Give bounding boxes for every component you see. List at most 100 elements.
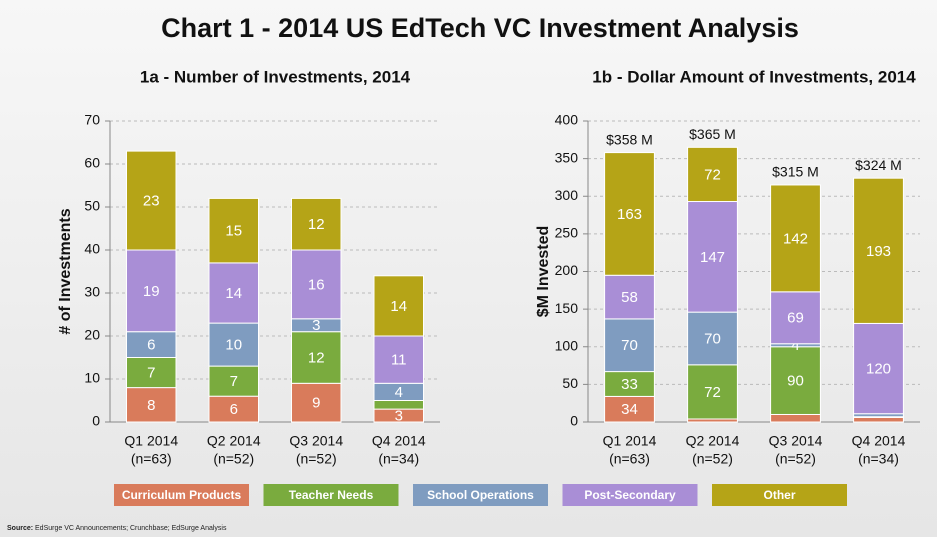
data-label: 4 xyxy=(395,384,403,401)
data-label: 163 xyxy=(617,206,642,223)
y-tick-label: 300 xyxy=(555,187,579,203)
y-axis-label: $M Invested xyxy=(535,226,552,318)
bar-segment xyxy=(126,387,177,423)
legend-swatch xyxy=(413,484,548,506)
source: Source: EdSurge VC Announcements; Crunch… xyxy=(7,525,227,532)
source-label: Source: xyxy=(7,525,33,532)
y-tick-label: 10 xyxy=(84,370,100,386)
legend-label: Curriculum Products xyxy=(122,488,242,502)
x-tick-note: (n=52) xyxy=(213,451,254,467)
x-tick-note: (n=52) xyxy=(775,451,816,467)
data-label: 12 xyxy=(308,216,325,233)
legend-label: Teacher Needs xyxy=(289,488,374,502)
bar-segment xyxy=(291,331,342,384)
data-label: 7 xyxy=(147,365,155,382)
y-tick-label: 70 xyxy=(84,112,100,128)
y-tick-label: 200 xyxy=(555,262,579,278)
data-label: 72 xyxy=(704,166,721,183)
x-tick-label: Q2 2014 xyxy=(207,433,261,449)
bar-segment xyxy=(604,371,655,397)
bar-segment xyxy=(604,274,655,320)
y-tick-label: 50 xyxy=(84,198,100,214)
bar-segment xyxy=(208,197,259,264)
total-label: $315 M xyxy=(772,164,819,180)
x-tick-note: (n=63) xyxy=(131,451,172,467)
data-label: 70 xyxy=(704,330,721,347)
bar-segment xyxy=(770,346,821,415)
y-tick-label: 0 xyxy=(570,413,578,429)
y-tick-label: 350 xyxy=(555,149,579,165)
chart-title: 1b - Dollar Amount of Investments, 2014 xyxy=(592,67,916,86)
y-tick-label: 250 xyxy=(555,225,579,241)
y-tick-label: 40 xyxy=(84,241,100,257)
legend-swatch xyxy=(263,484,399,506)
data-label: 11 xyxy=(391,352,407,369)
legend-swatch xyxy=(712,484,847,506)
data-label: 6 xyxy=(147,337,155,354)
data-label: 8 xyxy=(147,397,155,414)
bar-segment xyxy=(126,249,177,333)
y-tick-label: 150 xyxy=(555,300,579,316)
data-label: 23 xyxy=(143,193,160,210)
chart-title: 1a - Number of Investments, 2014 xyxy=(140,67,411,86)
bar-segment xyxy=(291,382,342,423)
total-label: $358 M xyxy=(606,131,653,147)
x-tick-label: Q4 2014 xyxy=(372,433,426,449)
y-tick-label: 400 xyxy=(555,112,579,128)
data-label: 58 xyxy=(621,289,638,306)
bar-segment xyxy=(126,150,177,251)
bar-segment xyxy=(687,201,738,313)
bar-segment xyxy=(770,413,821,423)
data-label: 90 xyxy=(787,373,804,390)
data-label: 69 xyxy=(787,310,804,327)
y-tick-label: 20 xyxy=(84,327,100,343)
x-tick-label: Q3 2014 xyxy=(289,433,343,449)
y-tick-label: 60 xyxy=(84,155,100,171)
y-tick-label: 0 xyxy=(92,413,100,429)
y-tick-label: 50 xyxy=(562,375,578,391)
legend-label: Post-Secondary xyxy=(584,488,676,502)
bar-segment xyxy=(126,331,177,359)
legend-label: Other xyxy=(763,488,795,502)
x-tick-label: Q2 2014 xyxy=(686,433,740,449)
bar-segment xyxy=(291,249,342,320)
data-label: 4 xyxy=(791,337,799,354)
data-label: 16 xyxy=(308,276,325,293)
legend-swatch xyxy=(562,484,698,506)
data-label: 3 xyxy=(395,408,403,425)
bar-segment xyxy=(853,416,904,423)
data-label: 33 xyxy=(621,376,638,393)
bar-segment xyxy=(208,262,259,324)
data-label: 72 xyxy=(704,384,721,401)
x-tick-note: (n=63) xyxy=(609,451,650,467)
x-tick-label: Q4 2014 xyxy=(852,433,906,449)
bar-segment xyxy=(373,275,424,337)
bar-segment xyxy=(126,357,177,389)
x-tick-note: (n=34) xyxy=(858,451,899,467)
bar-segment xyxy=(853,177,904,324)
legend-swatch xyxy=(114,484,249,506)
x-tick-note: (n=52) xyxy=(296,451,337,467)
data-label: 19 xyxy=(143,283,160,300)
data-label: 70 xyxy=(621,337,638,354)
x-tick-label: Q3 2014 xyxy=(769,433,823,449)
x-tick-label: Q1 2014 xyxy=(124,433,178,449)
total-label: $365 M xyxy=(689,126,736,142)
data-label: 15 xyxy=(225,223,242,240)
x-tick-note: (n=52) xyxy=(692,451,733,467)
data-label: 3 xyxy=(312,317,320,334)
data-label: 12 xyxy=(308,349,325,366)
data-label: 6 xyxy=(230,401,238,418)
y-tick-label: 100 xyxy=(555,337,579,353)
bar-segment xyxy=(604,152,655,276)
x-tick-label: Q1 2014 xyxy=(603,433,657,449)
data-label: 7 xyxy=(230,373,238,390)
data-label: 34 xyxy=(621,401,638,418)
data-label: 193 xyxy=(866,243,891,260)
total-label: $324 M xyxy=(855,157,902,173)
y-axis-label: # of Investments xyxy=(57,208,74,334)
data-label: 142 xyxy=(783,230,808,247)
bar-segment xyxy=(687,146,738,203)
